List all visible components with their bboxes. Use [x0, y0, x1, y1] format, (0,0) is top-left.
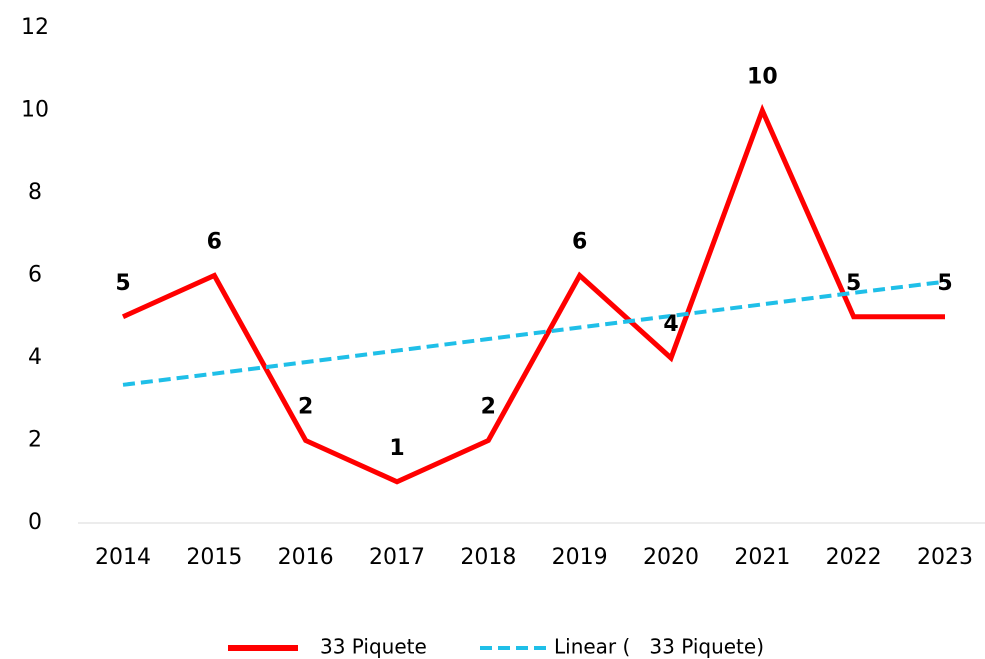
series-line [121, 103, 945, 485]
x-tick-label: 2023 [917, 545, 973, 570]
y-tick-label: 12 [21, 15, 49, 40]
legend-label: 33 Piquete [320, 635, 427, 659]
x-tick-label: 2015 [186, 545, 242, 570]
x-tick-label: 2020 [643, 545, 699, 570]
y-tick-label: 6 [28, 263, 42, 288]
data-label: 5 [115, 271, 130, 296]
y-tick-label: 8 [28, 180, 42, 205]
legend-label: Linear ( 33 Piquete) [554, 635, 764, 659]
data-label: 2 [481, 395, 496, 420]
x-tick-label: 2018 [460, 545, 516, 570]
trend-line [122, 279, 946, 387]
data-label: 2 [298, 395, 313, 420]
x-tick-label: 2021 [734, 545, 790, 570]
data-label: 6 [207, 230, 222, 255]
x-tick-label: 2019 [552, 545, 608, 570]
data-label: 6 [572, 230, 587, 255]
x-tick-label: 2022 [826, 545, 882, 570]
y-tick-label: 2 [28, 428, 42, 453]
data-label: 4 [663, 312, 678, 337]
x-tick-label: 2017 [369, 545, 425, 570]
data-label: 5 [846, 271, 861, 296]
y-tick-label: 4 [28, 345, 42, 370]
data-label: 1 [389, 436, 404, 461]
x-tick-label: 2016 [278, 545, 334, 570]
x-tick-label: 2014 [95, 545, 151, 570]
data-label: 10 [747, 65, 778, 90]
y-tick-label: 0 [28, 510, 42, 535]
data-label: 5 [937, 271, 952, 296]
y-tick-label: 10 [21, 98, 49, 123]
